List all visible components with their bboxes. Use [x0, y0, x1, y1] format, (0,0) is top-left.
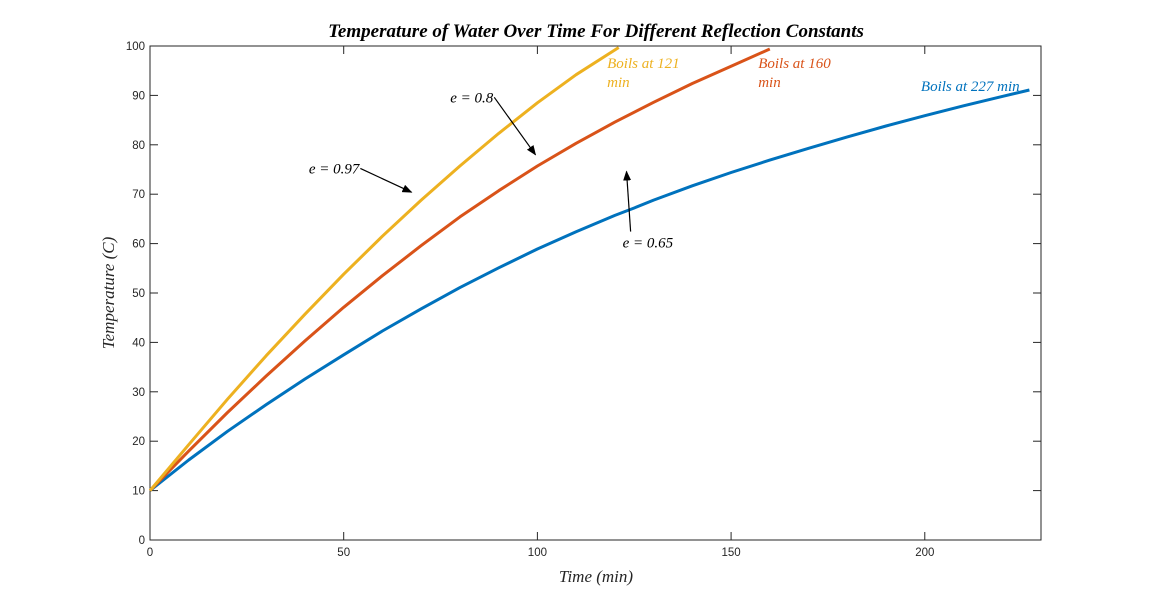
annotation-label: Boils at 227 min [921, 79, 1020, 95]
annotation-arrow [493, 96, 537, 156]
x-tick-label: 150 [721, 547, 740, 559]
y-tick-label: 80 [132, 140, 145, 152]
y-tick-label: 30 [132, 387, 145, 399]
y-tick-label: 0 [139, 535, 145, 547]
x-tick-label: 100 [528, 547, 547, 559]
annotation-label: e = 0.8 [450, 90, 494, 106]
annotation-label-line2: min [758, 75, 781, 91]
y-tick-label: 10 [132, 486, 145, 498]
y-tick-label: 20 [132, 436, 145, 448]
x-tick-label: 50 [337, 547, 350, 559]
annotation-label: Boils at 121 [607, 56, 680, 72]
y-tick-label: 100 [126, 41, 145, 53]
y-axis-label: Temperature (C) [99, 236, 118, 349]
y-tick-label: 40 [132, 337, 145, 349]
chart-title: Temperature of Water Over Time For Diffe… [328, 21, 864, 42]
y-tick-label: 70 [132, 189, 145, 201]
y-tick-label: 90 [132, 90, 145, 102]
annotation-label: e = 0.65 [623, 236, 674, 252]
y-tick-label: 50 [132, 288, 145, 300]
x-tick-label: 0 [147, 547, 153, 559]
annotation-arrow [360, 167, 413, 193]
series-line-2 [148, 46, 620, 492]
plot-area: 0 50 100 150 200 0 10 20 30 40 50 60 70 80 90 100 e = 0.… [126, 41, 1042, 559]
annotation-label-line2: min [607, 75, 630, 91]
annotation-label: e = 0.97 [309, 161, 361, 177]
x-tick-label: 200 [915, 547, 934, 559]
annotation-arrow [623, 170, 632, 232]
x-axis-label: Time (min) [559, 567, 633, 586]
y-tick-label: 60 [132, 239, 145, 251]
series-line-1 [148, 47, 771, 492]
annotation-label: Boils at 160 [758, 56, 831, 72]
series-line-0 [149, 88, 1030, 492]
